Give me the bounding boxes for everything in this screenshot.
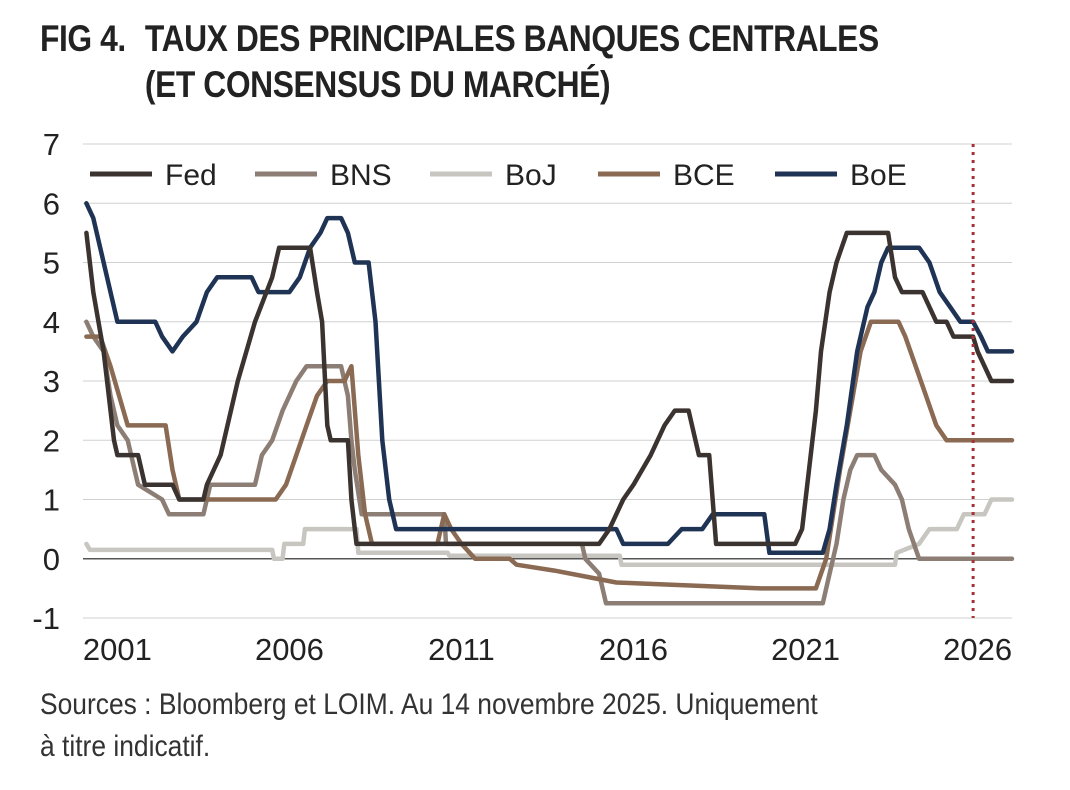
series-line-fed [84, 230, 1015, 547]
x-tick-label: 2021 [771, 632, 840, 667]
legend-label-bce: BCE [673, 159, 735, 192]
source-line-2: à titre indicatif. [40, 730, 211, 763]
source-note: Sources : Bloomberg et LOIM. Au 14 novem… [40, 684, 818, 768]
series-line-boe [84, 201, 1015, 556]
title-line-2: (ET CONSENSUS DU MARCHÉ) [144, 64, 611, 105]
x-tick-label: 2006 [255, 632, 324, 667]
y-tick-label: 7 [43, 127, 60, 162]
x-tick-label: 2011 [428, 632, 495, 667]
title-line-1: TAUX DES PRINCIPALES BANQUES CENTRALES [144, 18, 879, 59]
y-tick-label: 4 [43, 305, 60, 340]
y-tick-label: 0 [43, 542, 60, 577]
y-tick-label: 6 [43, 186, 60, 221]
legend-label-bns: BNS [330, 159, 392, 192]
x-tick-label: 2001 [83, 632, 152, 667]
legend: Fed BNS BoJ BCE BoE [90, 159, 907, 192]
x-tick-label: 2016 [599, 632, 668, 667]
x-tick-labels: 2001 2006 2011 2016 2021 2026 [83, 632, 1012, 667]
chart-title: FIG 4. TAUX DES PRINCIPALES BANQUES CENTR… [40, 16, 879, 108]
y-tick-label: 1 [43, 483, 60, 518]
gridlines [83, 143, 1012, 619]
y-tick-label: 5 [43, 246, 60, 281]
y-tick-label: 3 [43, 364, 60, 399]
legend-label-boe: BoE [850, 159, 907, 192]
series-lines [84, 201, 1015, 606]
legend-label-fed: Fed [165, 159, 217, 192]
y-tick-label: 2 [43, 423, 60, 458]
figure-number: FIG 4. [40, 18, 126, 59]
legend-label-boj: BoJ [505, 159, 557, 192]
series-line-bns [84, 319, 1015, 606]
series-line-boj [84, 497, 1015, 567]
y-tick-labels: -1 0 1 2 3 4 5 6 7 [32, 127, 60, 636]
source-line-1: Sources : Bloomberg et LOIM. Au 14 novem… [40, 688, 818, 721]
x-tick-label: 2026 [943, 632, 1012, 667]
y-tick-label: -1 [32, 601, 60, 636]
